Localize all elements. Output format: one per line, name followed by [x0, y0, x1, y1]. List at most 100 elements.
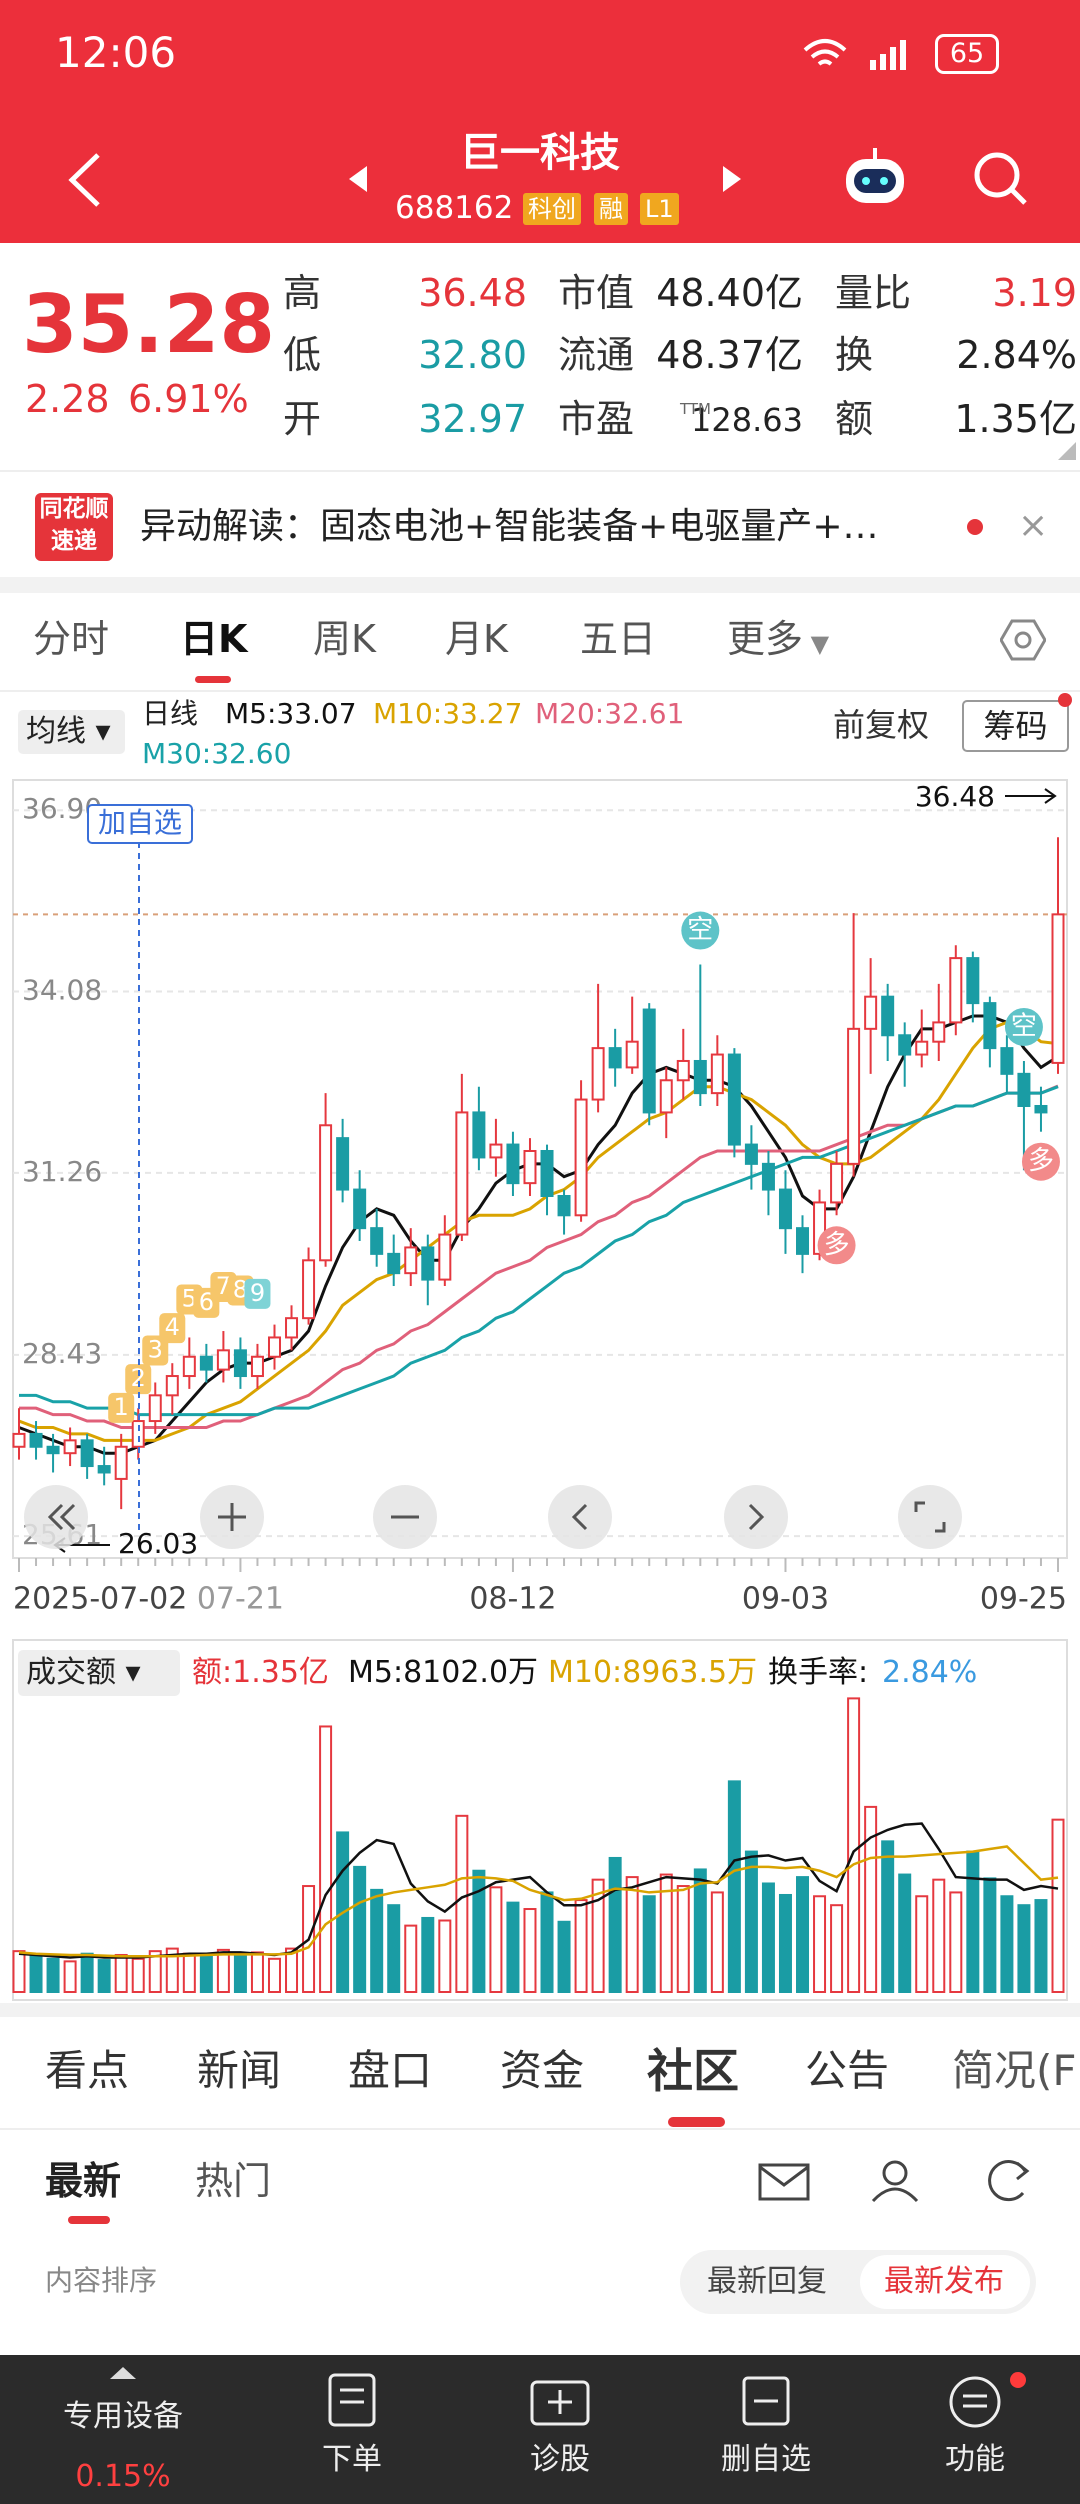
volume-bar: [165, 1947, 179, 1993]
news-text[interactable]: 异动解读：固态电池+智能装备+电驱量产+…: [140, 506, 879, 547]
expand-arrow[interactable]: [110, 2365, 136, 2381]
adjust-mode[interactable]: 前复权: [833, 706, 930, 744]
volume-bar: [659, 1873, 673, 1994]
section-tab[interactable]: 资金: [500, 2046, 585, 2095]
td-label: 3: [148, 1335, 163, 1363]
volume-bar: [966, 1850, 980, 1993]
period-tab[interactable]: 月K: [445, 617, 508, 661]
td-label: 9: [250, 1279, 265, 1307]
sub-tab[interactable]: 最新: [45, 2159, 122, 2203]
sort-option[interactable]: 最新回复: [707, 2264, 827, 2299]
candle-body: [387, 1252, 401, 1275]
y-tick-label: 28.43: [22, 1337, 102, 1370]
volume-bar: [370, 1888, 384, 1993]
volume-bar: [455, 1814, 469, 1994]
section-tab[interactable]: 看点: [45, 2046, 130, 2095]
x-tick-label: 07-21: [197, 1582, 284, 1617]
volume-bar: [744, 1850, 758, 1993]
stat-label: 额: [835, 397, 874, 441]
volume-bar: [46, 1957, 60, 1993]
volume-bar: [864, 1805, 878, 1994]
period-tab[interactable]: 周K: [313, 617, 376, 661]
volume-bar: [319, 1725, 333, 1994]
volume-bar: [557, 1920, 571, 1993]
section-tab[interactable]: 公告: [805, 2046, 890, 2095]
news-close[interactable]: ×: [1018, 505, 1049, 546]
assistant-icon[interactable]: [840, 145, 910, 211]
section-tab[interactable]: 简况(F: [952, 2046, 1077, 2095]
nav-item[interactable]: 功能: [945, 2442, 1005, 2477]
chart-control[interactable]: [548, 1485, 612, 1549]
nav-item[interactable]: 删自选: [721, 2442, 811, 2477]
divider: [0, 690, 1080, 692]
section-tab[interactable]: 社区: [647, 2044, 739, 2098]
candle-body: [710, 1053, 724, 1095]
candle-body: [182, 1355, 196, 1378]
volume-legend: 2.84%: [882, 1655, 978, 1690]
chart-control[interactable]: [898, 1485, 962, 1549]
volume-bar: [267, 1957, 281, 1993]
toolbar-icons[interactable]: [755, 2155, 1055, 2207]
candle-body: [949, 957, 963, 1024]
volume-bar: [1034, 1899, 1048, 1993]
tag: L1: [640, 193, 679, 225]
candle-body: [966, 957, 980, 1005]
news-badge: 同花顺 速递: [35, 493, 113, 561]
battery: 65: [935, 34, 999, 74]
ttm-mark: TTM: [680, 400, 712, 418]
candle-body: [625, 1040, 639, 1069]
volume-bar: [29, 1955, 43, 1994]
nav-item[interactable]: 下单: [322, 2442, 382, 2477]
nav-item[interactable]: 诊股: [530, 2442, 590, 2477]
candle-body: [302, 1259, 316, 1320]
sub-tab[interactable]: 热门: [195, 2159, 272, 2203]
active-indicator: [68, 2216, 110, 2224]
search-icon[interactable]: [970, 148, 1030, 208]
period-tab[interactable]: 分时: [33, 617, 110, 661]
ma-line: [18, 1014, 1059, 1455]
x-tick-label: 09-25: [980, 1582, 1067, 1617]
volume-frame: [12, 1639, 1068, 2001]
section-tab[interactable]: 新闻: [197, 2046, 282, 2095]
dropdown-caret: ▼: [803, 630, 830, 658]
volume-bar: [12, 1950, 26, 1993]
td-label: 7: [216, 1272, 231, 1300]
volume-button[interactable]: 成交额 ▾: [18, 1650, 180, 1696]
candle-body: [557, 1195, 571, 1217]
chart-control[interactable]: [24, 1485, 88, 1549]
active-indicator: [195, 676, 231, 683]
ma-button[interactable]: 均线 ▾: [18, 710, 125, 754]
back-button[interactable]: [60, 150, 110, 210]
candle-body: [642, 1008, 656, 1114]
chips-button[interactable]: 筹码: [962, 700, 1069, 752]
period-label: 日线: [142, 697, 199, 730]
candle-body: [97, 1465, 111, 1474]
td-label: 6: [199, 1288, 214, 1316]
period-tab[interactable]: 五日: [580, 617, 657, 661]
signal-label: 空: [1011, 1011, 1037, 1041]
volume-bar: [608, 1856, 622, 1993]
period-tab[interactable]: 日K: [180, 617, 248, 661]
period-tab[interactable]: 更多 ▼: [727, 617, 830, 661]
candle-body: [80, 1439, 94, 1468]
volume-bar: [353, 1865, 367, 1994]
candle-body: [523, 1149, 537, 1185]
volume-bar: [216, 1948, 230, 1993]
td-badge: [125, 1364, 152, 1395]
sort-option[interactable]: 最新发布: [884, 2264, 1004, 2299]
stat-value: 32.97: [418, 397, 527, 441]
ma-button-label: 均线: [26, 714, 86, 749]
sector-name[interactable]: 专用设备: [63, 2399, 183, 2434]
candle-body: [336, 1137, 350, 1191]
chart-control[interactable]: [724, 1485, 788, 1549]
section-tab[interactable]: 盘口: [348, 2046, 433, 2095]
volume-bar: [932, 1878, 946, 1993]
ma-legend: M30:32.60: [142, 737, 292, 770]
volume-bar: [250, 1951, 264, 1994]
volume-bar: [676, 1885, 690, 1994]
settings-icon[interactable]: [1000, 617, 1046, 663]
candle-body: [932, 1021, 946, 1043]
candle-body: [233, 1349, 247, 1378]
volume-bar: [625, 1876, 639, 1993]
candle-body: [1000, 1047, 1014, 1075]
